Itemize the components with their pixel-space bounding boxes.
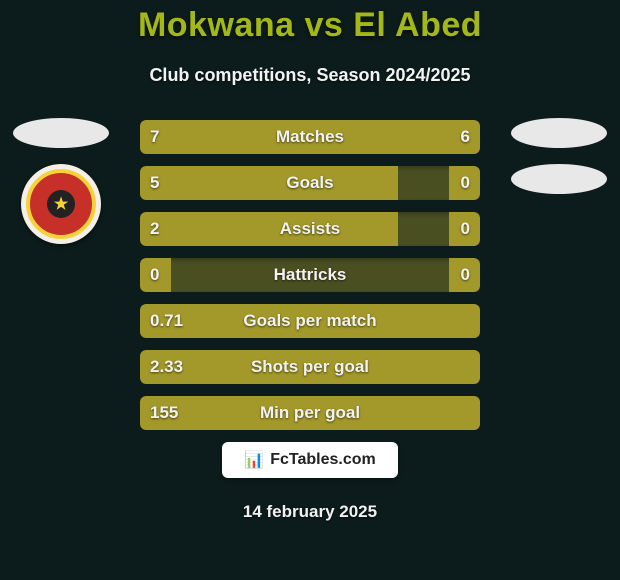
chart-icon: 📊 <box>244 450 264 470</box>
stat-value-left: 155 <box>150 403 178 423</box>
stat-bar: 2.33Shots per goal <box>140 350 480 384</box>
stat-bars: 76Matches50Goals20Assists00Hattricks0.71… <box>140 120 480 430</box>
page-title: Mokwana vs El Abed <box>0 0 620 45</box>
stat-value-left: 0 <box>150 265 159 285</box>
stat-value-right: 6 <box>461 127 470 147</box>
player-placeholder-icon <box>13 118 109 148</box>
stat-bar: 0.71Goals per match <box>140 304 480 338</box>
bar-segment-left <box>140 166 398 200</box>
stat-value-left: 2.33 <box>150 357 183 377</box>
brand-badge[interactable]: 📊 FcTables.com <box>222 442 398 478</box>
bar-segment-right <box>324 120 480 154</box>
player-left-avatars: ★ <box>6 118 116 244</box>
stat-bar: 50Goals <box>140 166 480 200</box>
date-label: 14 february 2025 <box>0 502 620 522</box>
stat-value-left: 2 <box>150 219 159 239</box>
stat-value-right: 0 <box>461 219 470 239</box>
bar-segment-left <box>140 120 324 154</box>
stat-value-left: 5 <box>150 173 159 193</box>
player-placeholder-icon <box>511 164 607 194</box>
comparison-card: Mokwana vs El Abed Club competitions, Se… <box>0 0 620 580</box>
stat-value-right: 0 <box>461 265 470 285</box>
stat-value-left: 0.71 <box>150 311 183 331</box>
brand-text: FcTables.com <box>270 451 376 469</box>
club-badge-icon: ★ <box>21 164 101 244</box>
stat-bar: 155Min per goal <box>140 396 480 430</box>
stat-value-left: 7 <box>150 127 159 147</box>
stat-label: Hattricks <box>140 258 480 292</box>
bar-segment-left <box>140 396 480 430</box>
stat-value-right: 0 <box>461 173 470 193</box>
bar-segment-left <box>140 212 398 246</box>
player-right-avatars <box>504 118 614 194</box>
player-placeholder-icon <box>511 118 607 148</box>
stat-bar: 20Assists <box>140 212 480 246</box>
bar-segment-left <box>140 304 480 338</box>
bar-segment-left <box>140 350 480 384</box>
subtitle: Club competitions, Season 2024/2025 <box>0 65 620 86</box>
stat-bar: 0 0Hattricks <box>140 258 480 292</box>
stat-bar: 76Matches <box>140 120 480 154</box>
